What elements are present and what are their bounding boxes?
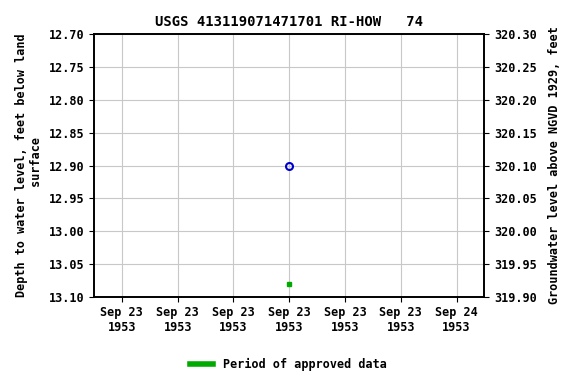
Title: USGS 413119071471701 RI-HOW   74: USGS 413119071471701 RI-HOW 74 xyxy=(155,15,423,29)
Legend: Period of approved data: Period of approved data xyxy=(185,354,391,376)
Y-axis label: Depth to water level, feet below land
 surface: Depth to water level, feet below land su… xyxy=(15,34,43,297)
Y-axis label: Groundwater level above NGVD 1929, feet: Groundwater level above NGVD 1929, feet xyxy=(548,26,561,305)
